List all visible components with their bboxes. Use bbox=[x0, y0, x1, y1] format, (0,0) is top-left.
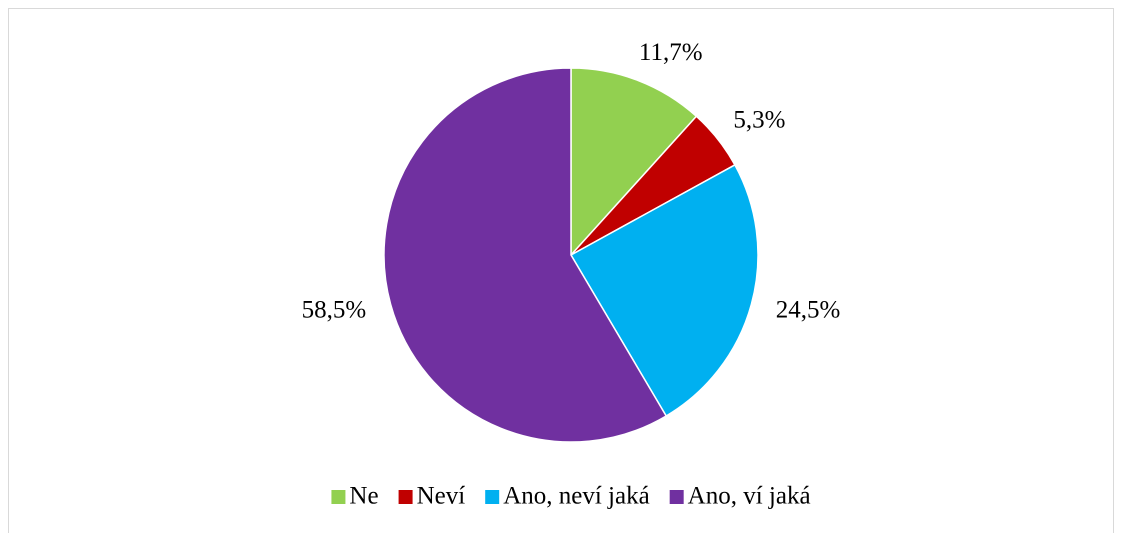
data-label: 24,5% bbox=[776, 296, 841, 323]
legend-label: Neví bbox=[417, 483, 466, 510]
legend-swatch bbox=[485, 490, 500, 504]
legend-label: Ne bbox=[349, 483, 378, 510]
data-label: 58,5% bbox=[302, 296, 367, 323]
pie-slice bbox=[569, 163, 759, 417]
data-label: 5,3% bbox=[733, 106, 785, 133]
chart-frame bbox=[8, 8, 1114, 533]
legend-label: Ano, neví jaká bbox=[503, 483, 649, 510]
data-label: 11,7% bbox=[639, 39, 703, 66]
legend-label: Ano, ví jaká bbox=[688, 483, 811, 510]
pie-slice bbox=[570, 67, 698, 257]
legend-swatch bbox=[669, 490, 684, 504]
pie-slice bbox=[383, 67, 668, 443]
legend-swatch bbox=[398, 490, 413, 504]
legend-swatch bbox=[331, 490, 346, 504]
